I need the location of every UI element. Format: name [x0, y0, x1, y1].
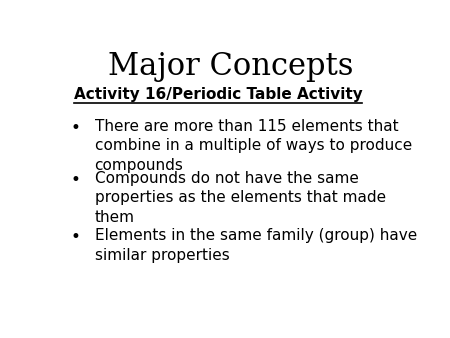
Text: •: •: [70, 171, 80, 189]
Text: Activity 16/Periodic Table Activity: Activity 16/Periodic Table Activity: [74, 88, 362, 102]
Text: •: •: [70, 228, 80, 246]
Text: Major Concepts: Major Concepts: [108, 51, 353, 82]
Text: There are more than 115 elements that
combine in a multiple of ways to produce
c: There are more than 115 elements that co…: [94, 119, 412, 173]
Text: Elements in the same family (group) have
similar properties: Elements in the same family (group) have…: [94, 228, 417, 263]
Text: Compounds do not have the same
properties as the elements that made
them: Compounds do not have the same propertie…: [94, 171, 386, 225]
Text: •: •: [70, 119, 80, 137]
